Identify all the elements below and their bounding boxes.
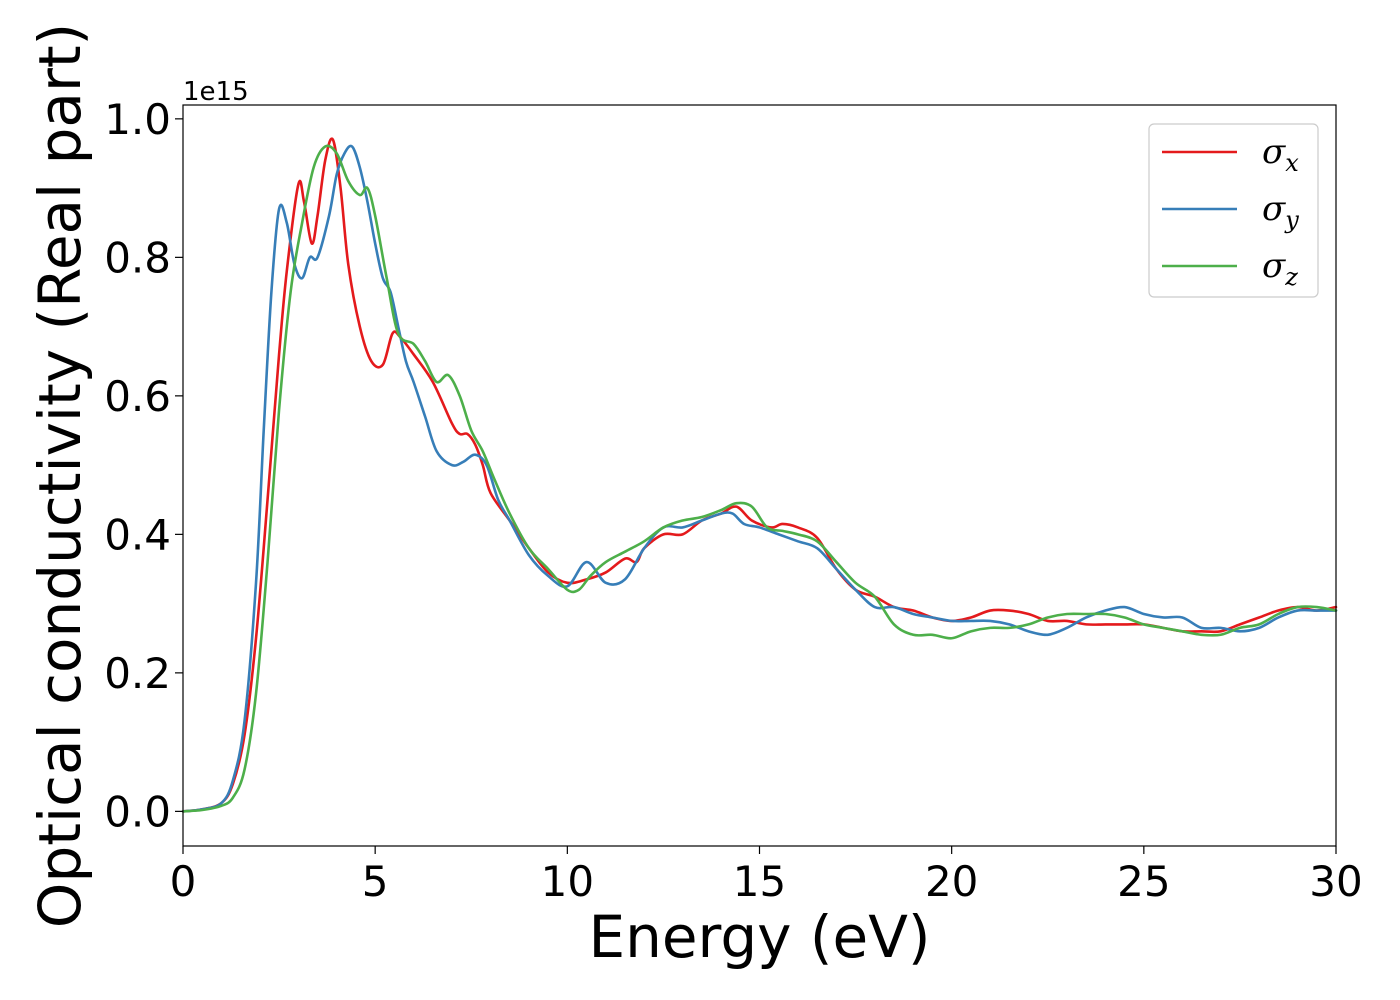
y-tick-label: 0.4 (104, 510, 171, 559)
x-tick-label: 20 (925, 857, 978, 906)
x-tick-label: 15 (733, 857, 786, 906)
y-axis-label: Optical conductivity (Real part) (26, 23, 94, 928)
legend-entry-x: σx (1262, 132, 1299, 177)
x-tick-label: 30 (1309, 857, 1362, 906)
y-tick-label: 0.8 (104, 233, 171, 282)
legend-entry-y: σy (1262, 189, 1299, 234)
y-tick-label: 0.2 (104, 649, 171, 698)
y-tick-label: 0.6 (104, 372, 171, 421)
x-tick-label: 0 (170, 857, 197, 906)
series-line-y (181, 144, 1338, 813)
x-axis-label: Energy (eV) (588, 903, 930, 971)
legend-box (1148, 123, 1319, 298)
x-tick-label: 25 (1117, 857, 1170, 906)
x-tick-label: 10 (541, 857, 594, 906)
legend-entry-z: σz (1262, 246, 1298, 291)
plot-area (181, 137, 1338, 813)
y-offset-label: 1e15 (183, 77, 249, 107)
series-line-x (181, 137, 1338, 813)
legend: σx σy σz (1148, 123, 1319, 298)
x-tick-label: 5 (362, 857, 389, 906)
y-axis: 0.0 0.2 0.4 0.6 0.8 1.0 (104, 95, 183, 836)
y-tick-label: 0.0 (104, 787, 171, 836)
y-tick-label: 1.0 (104, 95, 171, 144)
x-axis: 0 5 10 15 20 25 30 (170, 846, 1363, 906)
series-line-z (181, 144, 1338, 813)
